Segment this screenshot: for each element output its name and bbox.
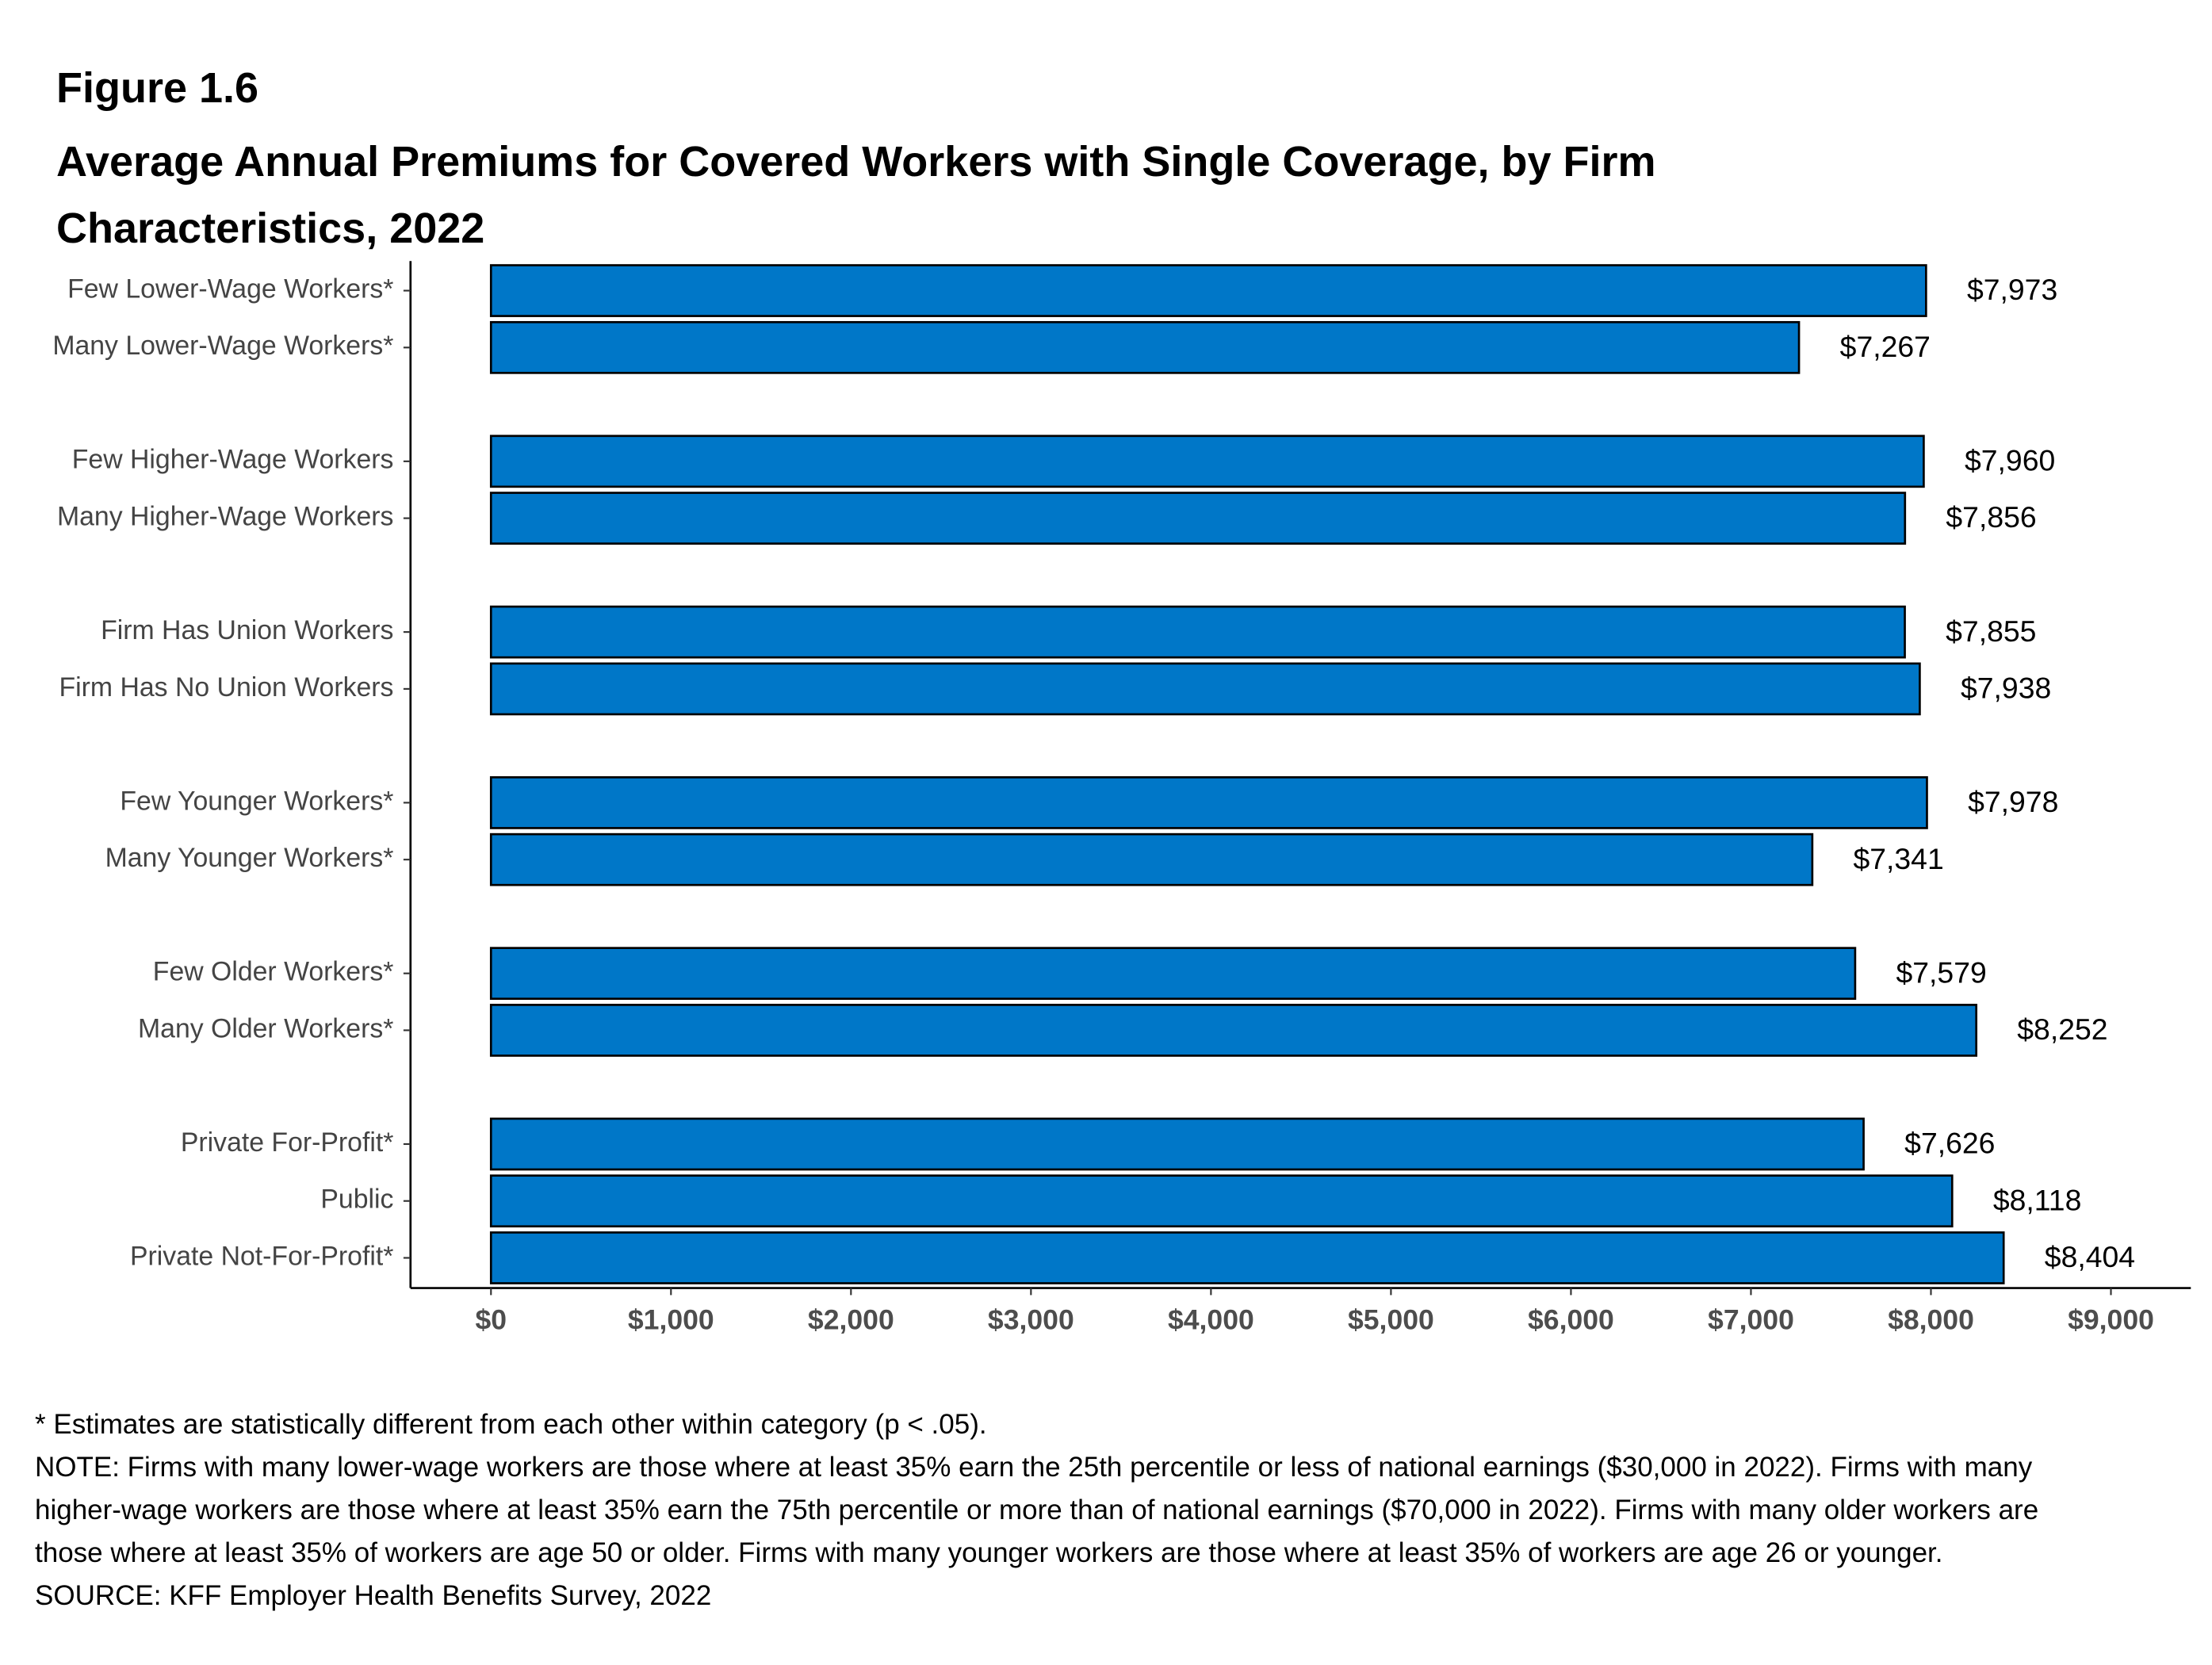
value-label: $7,579 (1896, 955, 1987, 989)
y-tick-label: Private For-Profit* (181, 1127, 394, 1158)
x-tick-label: $5,000 (1348, 1304, 1434, 1336)
bar (489, 1174, 1954, 1228)
value-label: $7,938 (1961, 672, 2051, 705)
x-tick-label: $0 (475, 1304, 507, 1336)
bar (489, 662, 1921, 716)
value-label: $7,978 (1968, 785, 2058, 818)
bar (489, 1231, 2005, 1284)
x-tick-label: $7,000 (1708, 1304, 1794, 1336)
value-label: $7,341 (1853, 842, 1943, 875)
x-tick-label: $9,000 (2068, 1304, 2154, 1336)
y-tick-label: Many Younger Workers* (105, 843, 394, 873)
y-tick-label: Few Older Workers* (153, 957, 394, 987)
bar (489, 320, 1801, 374)
bar (489, 492, 1907, 545)
bar (489, 947, 1857, 1001)
value-label: $7,973 (1967, 273, 2057, 306)
x-tick-label: $2,000 (808, 1304, 894, 1336)
source: SOURCE: KFF Employer Health Benefits Sur… (35, 1580, 712, 1611)
x-tick-label: $8,000 (1888, 1304, 1974, 1336)
x-tick-label: $3,000 (988, 1304, 1074, 1336)
y-tick-label: Firm Has No Union Workers (59, 672, 394, 702)
note: NOTE: Firms with many lower-wage workers… (35, 1452, 2039, 1568)
y-tick-label: Firm Has Union Workers (101, 615, 393, 645)
significance-note: * Estimates are statistically different … (35, 1409, 987, 1440)
y-tick-label: Many Higher-Wage Workers (57, 502, 393, 532)
x-tick-label: $6,000 (1528, 1304, 1614, 1336)
y-tick-label: Many Older Workers* (138, 1013, 393, 1043)
bar (489, 434, 1925, 488)
bar (489, 605, 1906, 659)
x-tick-label: $1,000 (628, 1304, 714, 1336)
value-label: $7,856 (1946, 500, 2036, 534)
bar (489, 264, 1927, 317)
value-label: $8,252 (2017, 1012, 2107, 1046)
x-tick-label: $4,000 (1168, 1304, 1254, 1336)
y-tick-label: Public (320, 1185, 393, 1215)
y-tick-label: Private Not-For-Profit* (130, 1241, 393, 1271)
bar (489, 776, 1928, 829)
value-label: $8,118 (1993, 1183, 2082, 1216)
y-tick-label: Few Higher-Wage Workers (72, 445, 394, 475)
value-label: $7,626 (1904, 1127, 1995, 1160)
bar (489, 1117, 1865, 1171)
figure-label: Figure 1.6 (56, 64, 259, 112)
y-tick-label: Many Lower-Wage Workers* (52, 331, 393, 361)
value-label: $7,960 (1965, 443, 2055, 477)
bar (489, 832, 1814, 886)
notes: * Estimates are statistically different … (35, 1403, 2112, 1617)
bar (489, 1004, 1978, 1057)
y-tick-label: Few Younger Workers* (120, 786, 393, 816)
chart-title: Average Annual Premiums for Covered Work… (56, 138, 1656, 252)
y-tick-label: Few Lower-Wage Workers* (67, 274, 393, 304)
value-label: $7,855 (1946, 614, 2036, 648)
value-label: $8,404 (2045, 1240, 2135, 1273)
value-label: $7,267 (1840, 330, 1931, 363)
